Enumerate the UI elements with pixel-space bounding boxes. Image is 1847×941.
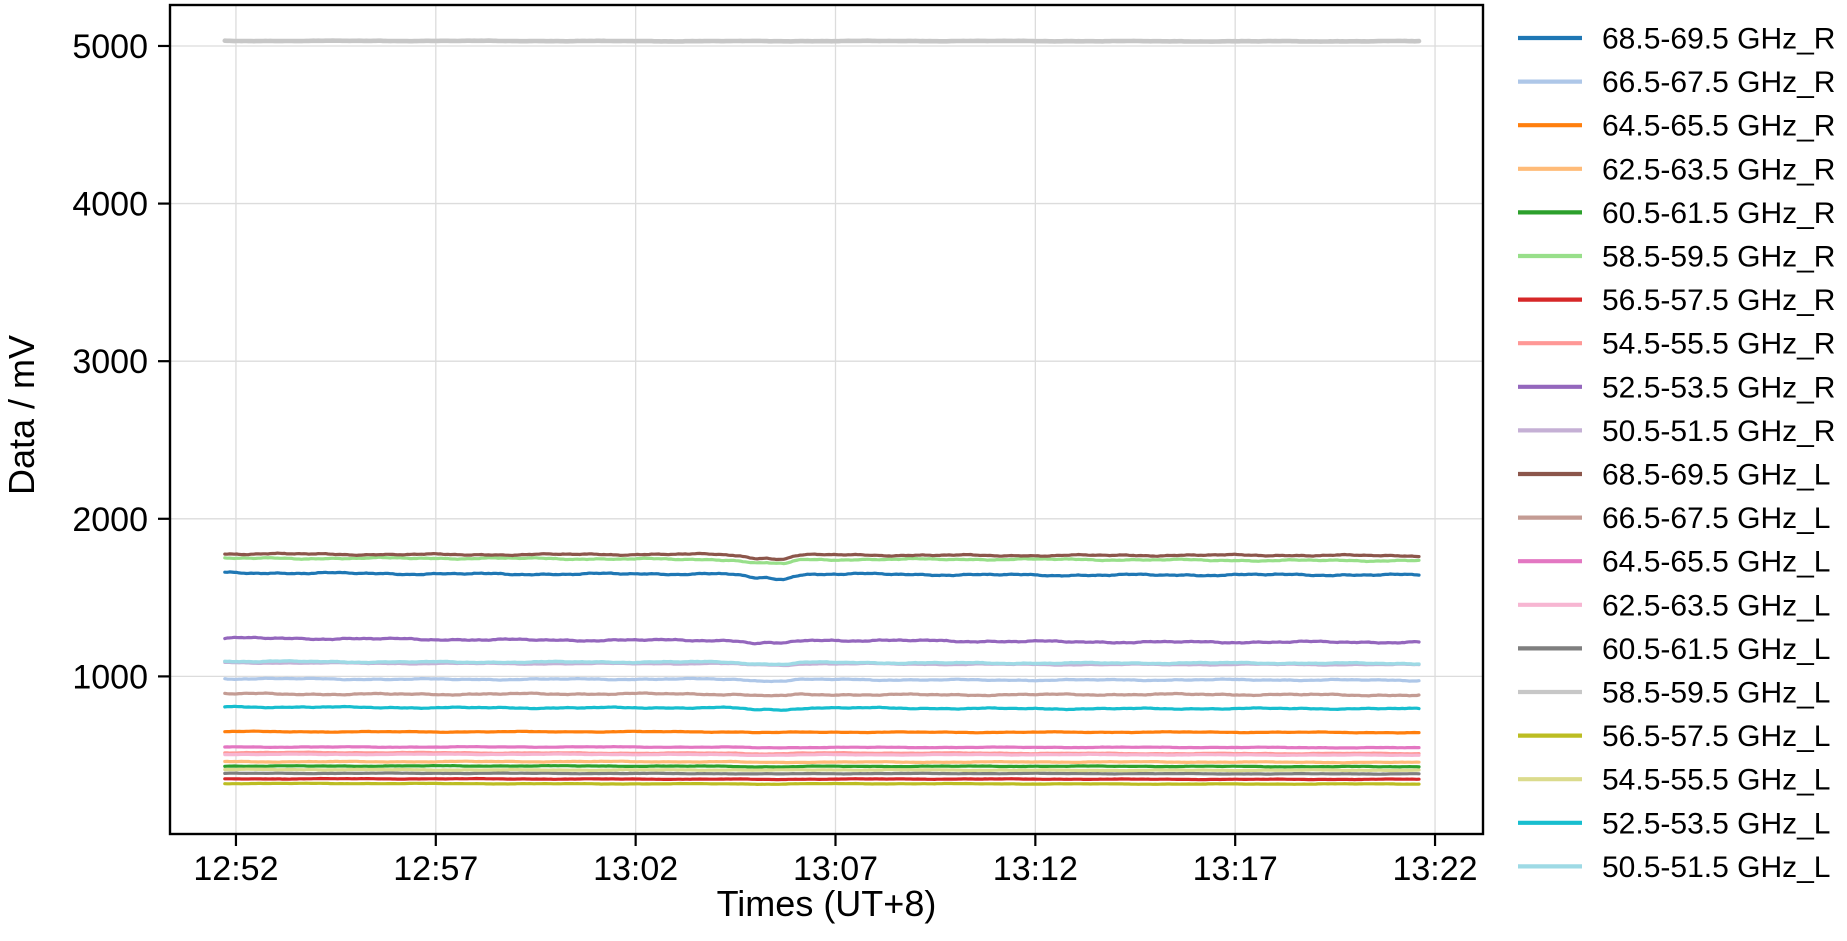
- legend-item: 56.5-57.5 GHz_L: [1518, 720, 1830, 753]
- y-axis-label: Data / mV: [1, 335, 42, 495]
- series-line-58.5-59.5 GHz_R: [223, 555, 1421, 566]
- legend-label: 64.5-65.5 GHz_L: [1602, 546, 1830, 579]
- legend-label: 54.5-55.5 GHz_R: [1602, 328, 1835, 361]
- legend-label: 58.5-59.5 GHz_L: [1602, 677, 1830, 710]
- legend-label: 58.5-59.5 GHz_R: [1602, 241, 1835, 274]
- gridlines: [170, 5, 1483, 834]
- series-line-56.5-57.5 GHz_L: [223, 781, 1421, 786]
- series-line-66.5-67.5 GHz_L: [223, 691, 1421, 698]
- series-lines: [222, 38, 1422, 786]
- legend-item: 52.5-53.5 GHz_R: [1518, 371, 1835, 404]
- legend-label: 52.5-53.5 GHz_R: [1602, 371, 1835, 404]
- legend-item: 66.5-67.5 GHz_R: [1518, 66, 1835, 99]
- x-tick-label: 12:57: [393, 850, 478, 888]
- legend: 68.5-69.5 GHz_R 66.5-67.5 GHz_R 64.5-65.5 …: [1518, 23, 1835, 884]
- series-line-68.5-69.5 GHz_L: [223, 551, 1421, 562]
- series-line-52.5-53.5 GHz_L: [223, 704, 1421, 712]
- legend-item: 64.5-65.5 GHz_L: [1518, 546, 1830, 579]
- legend-label: 62.5-63.5 GHz_R: [1602, 153, 1835, 186]
- x-tick-label: 13:07: [793, 850, 878, 888]
- legend-item: 68.5-69.5 GHz_L: [1518, 459, 1830, 492]
- y-tick-label: 3000: [72, 343, 148, 381]
- legend-item: 56.5-57.5 GHz_R: [1518, 284, 1835, 317]
- legend-item: 50.5-51.5 GHz_R: [1518, 415, 1835, 448]
- legend-label: 68.5-69.5 GHz_L: [1602, 459, 1830, 492]
- legend-item: 54.5-55.5 GHz_L: [1518, 764, 1830, 797]
- series-line-56.5-57.5 GHz_R: [223, 776, 1421, 782]
- series-line-64.5-65.5 GHz_R: [223, 729, 1421, 735]
- series-line-50.5-51.5 GHz_R: [223, 660, 1421, 668]
- legend-label: 52.5-53.5 GHz_L: [1602, 807, 1830, 840]
- legend-label: 50.5-51.5 GHz_R: [1602, 415, 1835, 448]
- y-tick-label: 5000: [72, 28, 148, 66]
- legend-item: 64.5-65.5 GHz_R: [1518, 110, 1835, 143]
- series-line-60.5-61.5 GHz_L: [223, 771, 1421, 776]
- y-tick-label: 2000: [72, 501, 148, 539]
- legend-item: 52.5-53.5 GHz_L: [1518, 807, 1830, 840]
- legend-label: 56.5-57.5 GHz_L: [1602, 720, 1830, 753]
- series-line-54.5-55.5 GHz_L: [223, 767, 1421, 773]
- axis-ticks: [158, 44, 1437, 846]
- legend-label: 66.5-67.5 GHz_R: [1602, 66, 1835, 99]
- plot-border: [168, 3, 1485, 836]
- legend-item: 58.5-59.5 GHz_R: [1518, 241, 1835, 274]
- x-axis-label: Times (UT+8): [717, 883, 937, 924]
- legend-item: 60.5-61.5 GHz_L: [1518, 633, 1830, 666]
- legend-item: 60.5-61.5 GHz_R: [1518, 197, 1835, 230]
- legend-item: 54.5-55.5 GHz_R: [1518, 328, 1835, 361]
- legend-label: 66.5-67.5 GHz_L: [1602, 502, 1830, 535]
- legend-item: 68.5-69.5 GHz_R: [1518, 23, 1835, 56]
- series-line-66.5-67.5 GHz_R: [223, 676, 1421, 684]
- x-tick-label: 13:22: [1392, 850, 1477, 888]
- legend-label: 64.5-65.5 GHz_R: [1602, 110, 1835, 143]
- series-line-62.5-63.5 GHz_L: [223, 752, 1421, 757]
- legend-item: 62.5-63.5 GHz_L: [1518, 589, 1830, 622]
- x-tick-label: 13:12: [993, 850, 1078, 888]
- legend-item: 58.5-59.5 GHz_L: [1518, 677, 1830, 710]
- y-tick-label: 1000: [72, 658, 148, 696]
- series-line-58.5-59.5 GHz_L: [222, 38, 1422, 44]
- legend-label: 54.5-55.5 GHz_L: [1602, 764, 1830, 797]
- legend-item: 50.5-51.5 GHz_L: [1518, 851, 1830, 884]
- x-tick-label: 12:52: [193, 850, 278, 888]
- series-line-52.5-53.5 GHz_R: [223, 635, 1421, 646]
- legend-label: 56.5-57.5 GHz_R: [1602, 284, 1835, 317]
- y-tick-label: 4000: [72, 186, 148, 224]
- series-line-64.5-65.5 GHz_L: [223, 745, 1421, 750]
- x-tick-label: 13:02: [593, 850, 678, 888]
- legend-label: 68.5-69.5 GHz_R: [1602, 23, 1835, 56]
- legend-label: 50.5-51.5 GHz_L: [1602, 851, 1830, 884]
- series-line-68.5-69.5 GHz_R: [223, 570, 1421, 582]
- series-line-50.5-51.5 GHz_L: [223, 659, 1421, 667]
- legend-label: 62.5-63.5 GHz_L: [1602, 589, 1830, 622]
- legend-label: 60.5-61.5 GHz_R: [1602, 197, 1835, 230]
- series-line-62.5-63.5 GHz_R: [223, 759, 1421, 765]
- axis-tick-labels: 12:52 12:57 13:02 13:07 13:12 13:17 13:22 1000 2…: [72, 28, 1477, 888]
- series-line-60.5-61.5 GHz_R: [223, 764, 1421, 769]
- legend-item: 66.5-67.5 GHz_L: [1518, 502, 1830, 535]
- x-tick-label: 13:17: [1193, 850, 1278, 888]
- legend-item: 62.5-63.5 GHz_R: [1518, 153, 1835, 186]
- legend-label: 60.5-61.5 GHz_L: [1602, 633, 1830, 666]
